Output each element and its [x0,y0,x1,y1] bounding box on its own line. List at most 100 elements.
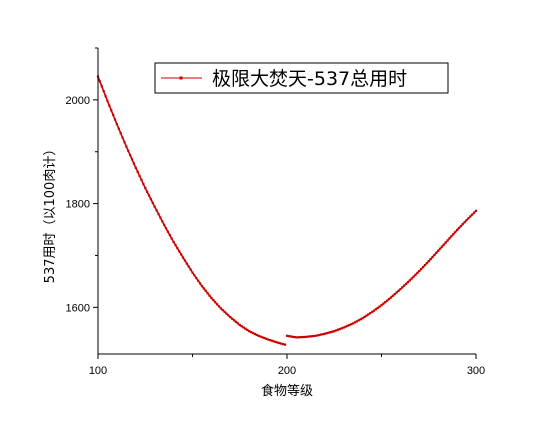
data-point [285,334,289,337]
data-point [123,140,126,144]
data-point [361,317,364,320]
data-point [463,221,466,224]
x-tick-label: 200 [278,365,296,377]
data-point [435,251,438,254]
data-point [221,309,224,312]
data-point [263,336,266,340]
data-point [389,296,393,299]
data-point [267,338,270,341]
data-point [244,327,247,330]
data-point [229,316,232,319]
y-tick-label: 2000 [66,95,90,107]
data-point [193,274,196,277]
data-point [130,158,134,161]
data-point [355,320,359,323]
data-point [452,233,455,236]
data-point [129,153,132,157]
y-axis-title: 537用时（以100肉计） [43,143,58,284]
data-point [248,330,251,333]
data-point [418,269,421,273]
data-point [223,310,226,313]
data-point [280,342,283,345]
data-point [431,255,434,259]
data-point [214,301,217,304]
data-point [352,322,355,325]
data-point [253,332,256,336]
data-point [378,305,381,308]
data-point [448,237,451,240]
data-point [386,299,389,302]
data-point [204,289,207,292]
data-point [163,223,166,226]
x-tick-label: 300 [467,365,485,377]
data-point [270,339,273,342]
data-point [444,241,447,244]
data-point [408,279,411,282]
data-point [471,213,474,216]
data-point [314,334,317,337]
data-point [321,333,325,336]
data-point [438,247,442,250]
data-point [108,104,111,107]
data-point [146,190,149,193]
data-point [136,170,139,173]
data-point [440,245,444,248]
data-point [350,323,353,326]
data-point [461,223,464,226]
data-point [404,282,408,285]
data-point [433,253,436,257]
axes: 100 200 300 1600 1800 2000 [66,47,485,377]
data-point [427,260,430,263]
data-point [206,292,209,295]
data-point [276,341,279,344]
data-point [200,284,204,288]
data-point [421,265,425,269]
data-point [232,319,236,322]
data-point [274,340,277,344]
data-point [134,166,137,169]
data-point [473,211,476,214]
data-point [308,335,311,338]
data-point [272,340,275,343]
data-point [442,243,445,246]
data-point [429,257,432,261]
data-point [282,343,285,346]
data-point [147,194,151,197]
legend-series-label: 极限大焚天-537总用时 [212,68,407,90]
data-point [185,262,188,265]
data-point [265,337,268,340]
data-point [155,209,158,212]
legend-series-marker [179,76,183,80]
data-point [425,262,428,265]
data-point [367,313,370,316]
data-point [342,326,345,329]
data-point [336,328,340,331]
data-point [399,288,402,291]
data-point [208,294,211,297]
plot-area [96,75,478,346]
legend: 极限大焚天-537总用时 [154,62,449,94]
data-point [172,240,175,244]
data-point [240,325,243,328]
data-point [469,215,472,218]
data-point [113,118,117,121]
data-point [457,226,461,230]
data-point [423,264,427,267]
y-tick-label: 1800 [66,199,90,211]
data-point [117,127,120,130]
data-point [387,297,391,301]
data-point [369,312,372,315]
data-point [159,216,162,219]
data-point [212,298,215,302]
data-point [259,335,262,338]
data-point [234,320,238,323]
data-point [174,243,177,247]
data-point [238,323,241,327]
data-point [287,335,290,338]
series-line-segment [97,76,286,346]
data-point [178,250,181,253]
data-point [183,259,187,262]
data-point [225,312,228,315]
data-point [119,132,122,135]
data-point [219,307,222,310]
